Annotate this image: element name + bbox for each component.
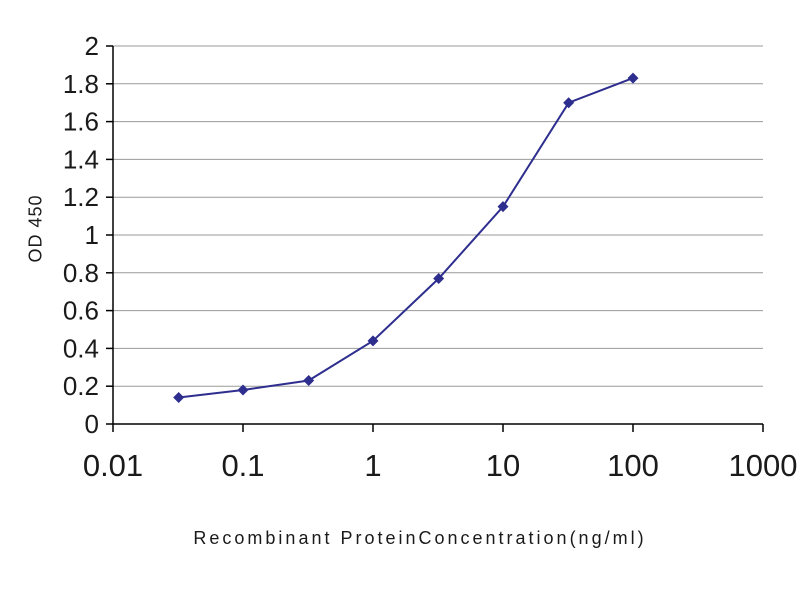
- y-tick-label: 0: [85, 409, 99, 439]
- x-axis-title: Recombinant ProteinConcentration(ng/ml): [193, 528, 647, 548]
- y-tick-label: 1.6: [63, 107, 99, 137]
- y-tick-label: 1.4: [63, 144, 99, 174]
- y-axis-title: OD 450: [25, 194, 46, 263]
- y-tick-label: 2: [85, 31, 99, 61]
- data-point-marker: [627, 72, 639, 84]
- data-point-marker: [173, 392, 185, 404]
- data-point-marker: [237, 384, 249, 396]
- y-tick-label: 1.2: [63, 182, 99, 212]
- data-point-marker: [303, 375, 315, 387]
- x-tick-label: 1: [364, 448, 381, 483]
- y-tick-label: 0.8: [63, 258, 99, 288]
- x-tick-label: 10: [486, 448, 520, 483]
- y-tick-label: 1.8: [63, 69, 99, 99]
- y-tick-label: 0.2: [63, 371, 99, 401]
- x-tick-label: 100: [607, 448, 659, 483]
- y-tick-label: 0.4: [63, 333, 99, 363]
- data-point-marker: [497, 201, 509, 213]
- x-tick-label: 0.01: [83, 448, 143, 483]
- y-tick-label: 1: [85, 220, 99, 250]
- x-tick-label: 0.1: [221, 448, 264, 483]
- curve-line: [178, 77, 634, 399]
- data-point-marker: [433, 272, 445, 284]
- x-tick-label: 1000: [729, 448, 798, 483]
- y-tick-label: 0.6: [63, 296, 99, 326]
- data-point-marker: [367, 335, 379, 347]
- data-point-marker: [563, 97, 575, 109]
